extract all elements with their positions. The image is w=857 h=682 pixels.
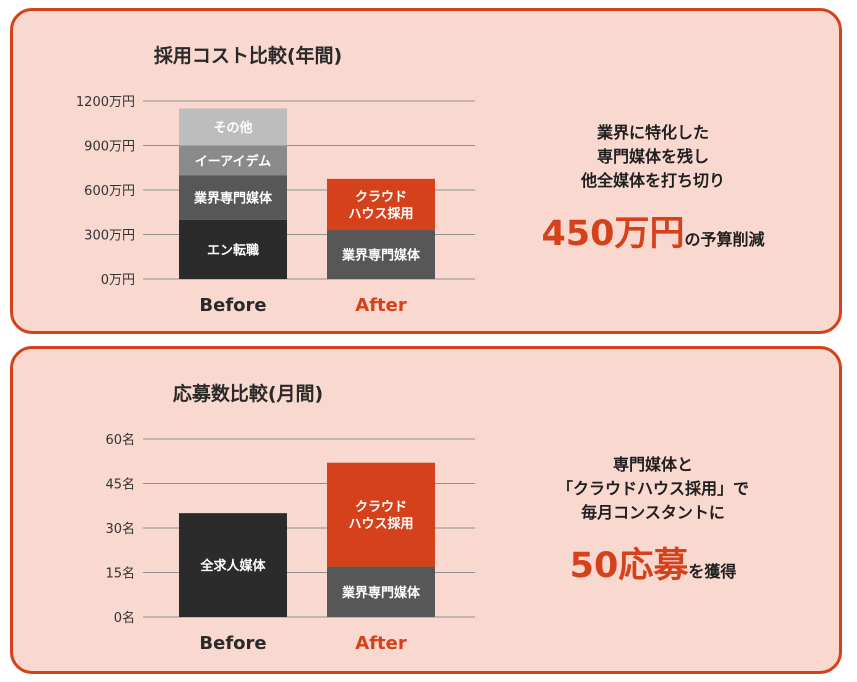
y-tick-label: 300万円: [84, 229, 135, 244]
bar-segment-label: 全求人媒体: [199, 558, 266, 574]
cost-summary-line: 専門媒体を残し: [596, 147, 709, 166]
bar-segment-label: ハウス採用: [348, 206, 413, 222]
cost-comparison-panel: 採用コスト比較(年間) 0万円 300万円 600万円 900万円 1200万円エン転職…: [10, 8, 842, 334]
applications-summary-line: 「クラウドハウス採用」で: [556, 479, 749, 498]
applications-summary-line: 専門媒体と: [612, 455, 693, 474]
cost-chart-title: 採用コスト比較(年間): [153, 45, 343, 67]
cost-summary-line: 他全媒体を打ち切り: [580, 171, 725, 190]
applications-summary-highlight: 50応募を獲得: [483, 537, 823, 588]
y-tick-label: 1200万円: [76, 95, 135, 110]
applications-summary-line: 毎月コンスタントに: [581, 503, 725, 522]
y-tick-label: 0万円: [101, 273, 135, 288]
cost-chart: 0万円300万円600万円900万円1200万円エン転職業界専門媒体イーアイデム…: [76, 95, 475, 316]
x-category-label: Before: [199, 633, 266, 654]
bar-segment: [179, 108, 287, 146]
bar-segment-label: 業界専門媒体: [193, 190, 273, 206]
applications-suffix: を獲得: [688, 562, 737, 581]
bar-segment: [327, 462, 435, 567]
bar-segment: [179, 175, 287, 220]
bar-segment-label: 業界専門媒体: [341, 585, 421, 601]
y-tick-label: 30名: [105, 521, 135, 537]
y-tick-label: 15名: [105, 566, 135, 582]
bar-segment: [327, 566, 435, 617]
y-tick-label: 60名: [105, 432, 135, 448]
applications-amount: 50応募: [569, 546, 689, 586]
y-tick-label: 0名: [114, 610, 135, 626]
bar-segment: [179, 145, 287, 176]
bar-segment-label: イーアイデム: [195, 153, 272, 169]
applications-chart-title: 応募数比較(月間): [172, 383, 324, 405]
bar-segment-label: クラウド: [355, 500, 407, 515]
bar-segment-label: クラウド: [355, 190, 407, 205]
applications-summary: 専門媒体と 「クラウドハウス採用」で 毎月コンスタントに 50応募を獲得: [483, 453, 823, 588]
cost-reduction-suffix: の予算削減: [684, 230, 765, 249]
cost-summary: 業界に特化した 専門媒体を残し 他全媒体を打ち切り 450万円の予算削減: [483, 121, 823, 256]
y-tick-label: 600万円: [84, 184, 135, 199]
applications-comparison-panel: 応募数比較(月間) 0名 15名 30名 45名 60名全求人媒体 Before 業界専門媒…: [10, 346, 842, 674]
cost-summary-highlight: 450万円の予算削減: [483, 205, 823, 256]
bar-segment: [179, 219, 287, 279]
y-tick-label: 45名: [105, 477, 135, 493]
x-category-label: After: [355, 633, 407, 654]
cost-reduction-amount: 450万円: [541, 214, 685, 254]
bar-segment: [327, 178, 435, 231]
x-category-label: After: [355, 295, 407, 316]
bar-segment-label: 業界専門媒体: [341, 248, 421, 264]
bar-segment: [179, 513, 287, 617]
bar-segment-label: その他: [213, 120, 252, 136]
x-category-label: Before: [199, 295, 266, 316]
bar-segment: [327, 230, 435, 279]
cost-summary-line: 業界に特化した: [596, 123, 709, 142]
y-tick-label: 900万円: [84, 140, 135, 155]
bar-segment-label: エン転職: [207, 242, 259, 258]
bar-segment-label: ハウス採用: [348, 516, 413, 532]
